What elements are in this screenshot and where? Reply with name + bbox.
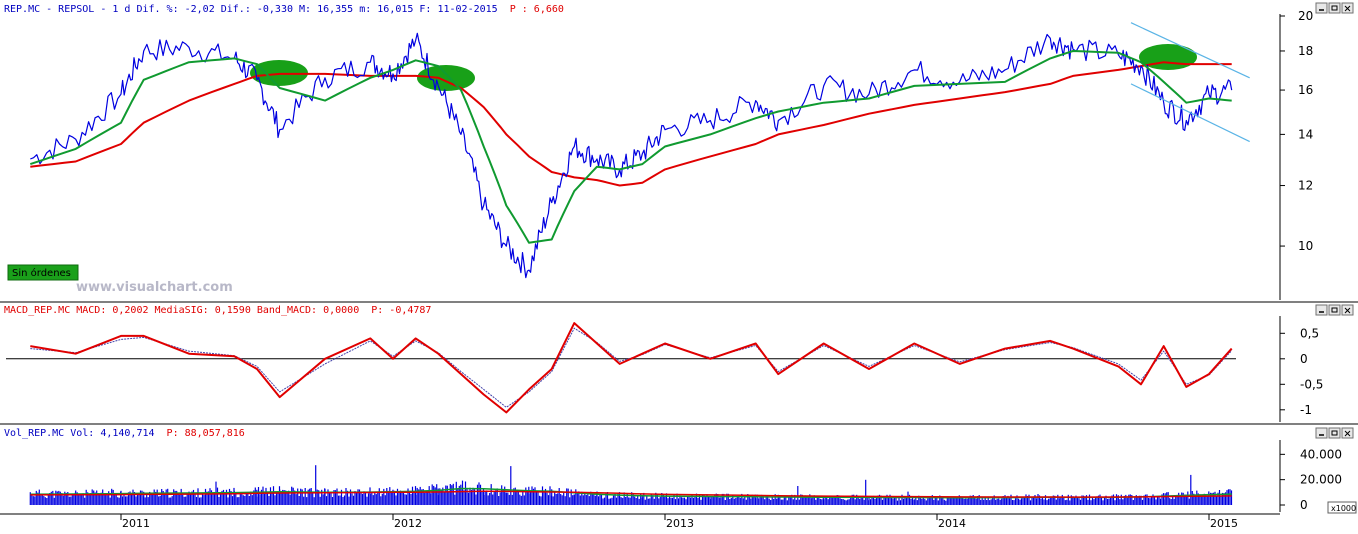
macd-header: MACD_REP.MC MACD: 0,2002 MediaSIG: 0,159… [4, 305, 431, 316]
close-icon[interactable] [1341, 2, 1354, 14]
macd-panel: MACD_REP.MC MACD: 0,2002 MediaSIG: 0,159… [0, 301, 1358, 422]
trend-channel [1130, 22, 1250, 143]
price-y-tick-label: 12 [1298, 179, 1313, 193]
volume-window-buttons [1315, 427, 1354, 439]
volume-y-tick-label: 20.000 [1300, 473, 1342, 487]
price-header-main: REP.MC - REPSOL - 1 d Dif. %: -2,02 Dif.… [4, 4, 498, 15]
macd-window-buttons [1315, 304, 1354, 316]
close-icon[interactable] [1341, 304, 1354, 316]
x-axis: 2011 2012 2013 2014 2015 [0, 513, 1280, 530]
x-axis-labels: 2011 2012 2013 2014 2015 [120, 514, 1238, 530]
price-line [30, 32, 1233, 279]
close-icon[interactable] [1341, 427, 1354, 439]
status-badge: Sin órdenes [7, 264, 79, 281]
price-y-tick-label: 18 [1298, 44, 1313, 58]
x-tick-label: 2014 [938, 517, 966, 530]
price-series [29, 32, 1233, 279]
watermark: www.visualchart.com [76, 280, 233, 295]
price-header: REP.MC - REPSOL - 1 d Dif. %: -2,02 Dif.… [4, 4, 564, 15]
restore-icon[interactable] [1328, 427, 1341, 439]
volume-header: Vol_REP.MC Vol: 4,140,714 P: 88,057,816 [4, 428, 245, 439]
macd-signal-line [30, 327, 1233, 408]
volume-header-extra: P: 88,057,816 [167, 428, 245, 439]
macd-header-main: MACD_REP.MC MACD: 0,2002 MediaSIG: 0,159… [4, 305, 359, 316]
sma-fast-line [29, 50, 1232, 244]
trend-channel-upper [1130, 22, 1250, 79]
status-badge-label: Sin órdenes [12, 267, 71, 279]
trend-channel-lower [1130, 83, 1250, 143]
price-y-tick-label: 16 [1298, 83, 1313, 97]
macd-y-tick-label: 0,5 [1300, 326, 1319, 340]
price-y-ticks: 20 18 16 14 12 10 [1280, 9, 1313, 253]
restore-icon[interactable] [1328, 2, 1341, 14]
macd-y-ticks: 0,5 0 -0,5 -1 [1280, 326, 1323, 417]
minimize-icon[interactable] [1315, 2, 1328, 14]
minimize-icon[interactable] [1315, 304, 1328, 316]
macd-header-extra: P: -0,4787 [371, 305, 431, 316]
restore-icon[interactable] [1328, 304, 1341, 316]
price-panel: REP.MC - REPSOL - 1 d Dif. %: -2,02 Dif.… [4, 2, 1354, 300]
macd-y-tick-label: -1 [1300, 403, 1312, 417]
volume-series [29, 465, 1233, 505]
price-y-tick-label: 20 [1298, 9, 1313, 23]
x-tick-label: 2015 [1210, 517, 1238, 530]
x-tick-label: 2013 [666, 517, 694, 530]
minimize-icon[interactable] [1315, 427, 1328, 439]
volume-unit-label: x1000 [1331, 504, 1356, 513]
macd-y-tick-label: -0,5 [1300, 377, 1323, 391]
macd-line [30, 322, 1233, 414]
macd-y-tick-label: 0 [1300, 352, 1308, 366]
volume-y-ticks: 40.000 20.000 0 [1280, 447, 1342, 512]
volume-panel: Vol_REP.MC Vol: 4,140,714 P: 88,057,816 … [0, 423, 1358, 514]
volume-unit-box: x1000 [1327, 501, 1357, 514]
volume-avg-slow [30, 490, 1232, 498]
price-window-buttons [1315, 2, 1354, 14]
volume-header-main: Vol_REP.MC Vol: 4,140,714 [4, 428, 155, 439]
highlight-ellipse [417, 65, 475, 91]
macd-series [6, 322, 1236, 414]
price-y-tick-label: 10 [1298, 239, 1313, 253]
price-header-extra: P : 6,660 [510, 4, 564, 15]
volume-y-tick-label: 40.000 [1300, 447, 1342, 461]
x-tick-label: 2012 [394, 517, 422, 530]
volume-y-tick-label: 0 [1300, 498, 1308, 512]
price-y-tick-label: 14 [1298, 127, 1313, 141]
highlight-ellipses [250, 44, 1197, 91]
x-tick-label: 2011 [122, 517, 150, 530]
sma-slow-line [30, 61, 1232, 187]
